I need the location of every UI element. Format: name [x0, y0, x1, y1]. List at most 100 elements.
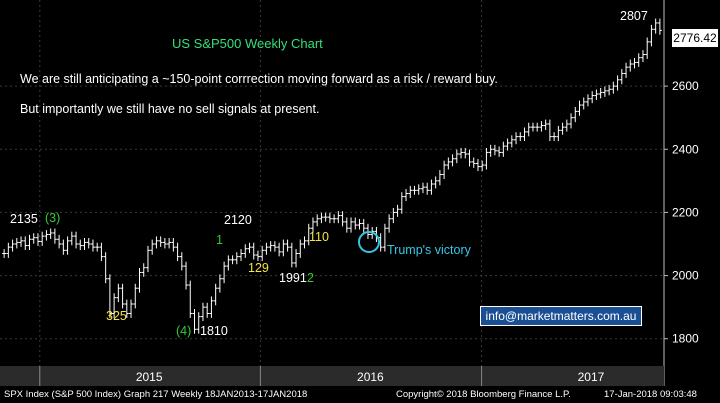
contact-email[interactable]: info@marketmatters.com.au	[480, 306, 642, 326]
price-bar	[471, 157, 476, 168]
price-bar	[150, 239, 155, 255]
price-bar	[509, 135, 514, 148]
chart-annotation: 110	[309, 230, 329, 244]
price-bar	[522, 127, 527, 142]
price-bar	[454, 149, 459, 164]
price-bar	[86, 238, 91, 249]
price-bar	[2, 249, 7, 258]
price-bar	[564, 119, 569, 132]
price-bar	[10, 239, 15, 252]
price-bar	[209, 296, 214, 318]
price-bar	[649, 24, 654, 47]
price-bar	[653, 18, 658, 34]
price-bar	[200, 302, 205, 322]
price-bar	[467, 149, 472, 167]
price-bar	[615, 75, 620, 91]
price-bar	[632, 58, 637, 69]
price-bar	[585, 94, 590, 107]
price-bar	[556, 125, 561, 142]
price-bar	[645, 37, 650, 59]
footer-timestamp: 17-Jan-2018 09:03:48	[604, 389, 697, 400]
price-bar	[387, 214, 392, 233]
price-bar	[590, 91, 595, 104]
price-bar	[247, 242, 252, 254]
price-bar	[319, 212, 324, 224]
x-tick-label: 2017	[578, 370, 605, 384]
price-bar	[162, 238, 167, 249]
price-bar	[57, 234, 62, 249]
price-bar	[382, 223, 387, 252]
price-bar	[488, 144, 493, 157]
price-bar	[514, 132, 519, 145]
price-bar	[90, 239, 95, 252]
price-bar	[192, 309, 197, 334]
chart-annotation: 2120	[224, 213, 252, 227]
price-bar	[179, 252, 184, 271]
price-bar	[437, 170, 442, 186]
price-bar	[573, 106, 578, 123]
price-bar	[412, 185, 417, 195]
price-bar	[222, 261, 227, 284]
price-bar	[539, 121, 544, 132]
price-bar	[349, 217, 354, 233]
price-bar	[175, 242, 180, 262]
price-bar	[315, 214, 320, 227]
price-bar	[619, 69, 624, 85]
y-tick-label: 2600	[672, 79, 699, 93]
price-bar	[268, 241, 273, 252]
price-bar	[74, 231, 79, 249]
chart-annotation: Trump's victory	[387, 243, 472, 257]
price-bar	[480, 160, 485, 172]
commentary-line-1: We are still anticipating a ~150-point c…	[20, 72, 498, 86]
price-bar	[505, 138, 510, 151]
price-bar	[31, 233, 36, 244]
price-bar	[154, 236, 159, 249]
price-bar	[145, 245, 150, 273]
price-bar	[23, 236, 28, 250]
price-bar	[217, 274, 222, 293]
price-bar	[243, 244, 248, 258]
price-bar	[260, 245, 265, 262]
price-bar	[327, 212, 332, 224]
price-bar	[530, 122, 535, 132]
price-bar	[27, 234, 32, 250]
price-bar	[501, 141, 506, 157]
price-bar	[475, 159, 480, 172]
price-bar	[560, 122, 565, 135]
price-bar	[526, 122, 531, 137]
price-bar	[399, 192, 404, 214]
price-bar	[213, 283, 218, 306]
last-price-badge: 2776.42	[672, 29, 718, 47]
chart-annotation: (3)	[45, 211, 60, 225]
price-bar	[306, 223, 311, 246]
chart-footer: SPX Index (S&P 500 Index) Graph 217 Week…	[0, 386, 720, 403]
chart-annotation: 1810	[200, 324, 228, 338]
price-bar	[184, 261, 189, 290]
footer-security-info: SPX Index (S&P 500 Index) Graph 217 Week…	[4, 389, 308, 400]
price-bar	[65, 236, 70, 255]
y-tick-label: 2400	[672, 142, 699, 156]
price-bar	[44, 230, 49, 241]
price-bar	[289, 242, 294, 268]
price-bar	[361, 219, 366, 233]
price-bar	[48, 228, 53, 239]
price-bar	[492, 144, 497, 156]
price-bar	[611, 81, 616, 94]
price-bar	[581, 97, 586, 110]
price-bar	[230, 255, 235, 265]
price-bar	[277, 242, 282, 257]
price-bar	[129, 299, 134, 318]
price-bar	[103, 252, 108, 284]
price-bar	[442, 160, 447, 179]
chart-annotation: 1	[216, 233, 223, 247]
price-bar	[285, 239, 290, 252]
y-tick-label: 1800	[672, 332, 699, 346]
y-axis: 1800 2000 2200 2400 2600	[663, 0, 699, 386]
price-bar	[547, 119, 552, 142]
price-bar	[395, 204, 400, 217]
price-bar	[141, 263, 146, 277]
price-bar	[255, 250, 260, 262]
price-bar	[188, 280, 193, 318]
